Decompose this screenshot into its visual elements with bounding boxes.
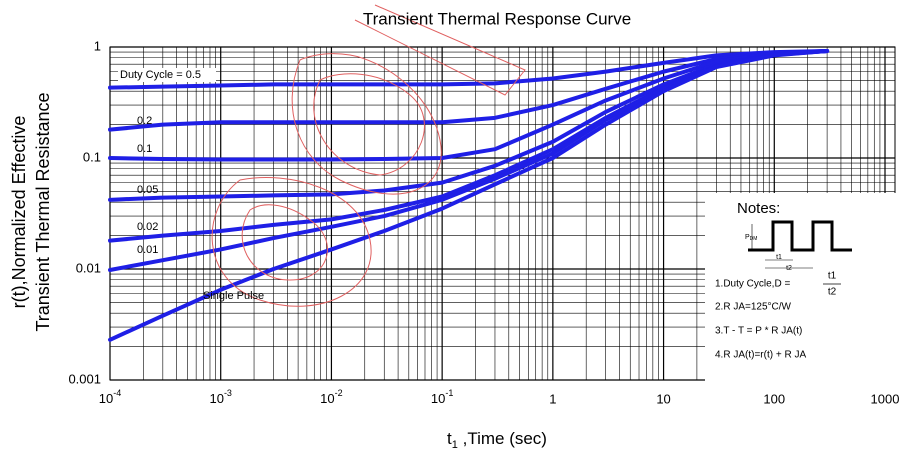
curve	[108, 49, 830, 132]
pulse-waveform	[748, 220, 852, 252]
notes-pdm-sub: DM	[750, 236, 758, 242]
x-tick-label: 10-1	[431, 388, 453, 406]
annotation-scribbles	[211, 4, 526, 307]
x-tick-label: 100	[763, 391, 785, 406]
y-axis-label: Transient Thermal Resistance	[33, 92, 53, 331]
y-tick-label: 0.01	[76, 260, 101, 275]
x-tick-label: 1	[549, 391, 556, 406]
x-tick-label: 10-3	[209, 388, 231, 406]
y-tick-label: 0.001	[68, 371, 101, 386]
notes-frac-den: t2	[828, 287, 837, 298]
x-tick-label: 1000	[871, 391, 900, 406]
notes-t2: t2	[786, 265, 792, 272]
series-label: 0.01	[137, 244, 158, 256]
series-label: Single Pulse	[203, 290, 264, 302]
x-tick-exponent: -3	[224, 388, 232, 398]
y-axis-label: r(t),Normalized Effective	[9, 116, 29, 309]
curve	[108, 49, 830, 90]
notes-pdm: PDM	[745, 234, 757, 242]
series-label: 0.05	[137, 184, 158, 196]
x-tick-base: 10	[99, 391, 113, 406]
grid	[109, 46, 896, 381]
x-tick-base: 10	[209, 391, 223, 406]
notes-background	[705, 193, 897, 383]
x-tick-exponent: -4	[113, 388, 121, 398]
series-label: 0.2	[137, 115, 152, 127]
x-label-rest: ,Time (sec)	[458, 429, 547, 448]
scribble	[241, 204, 328, 281]
x-axis-label: t1 ,Time (sec)	[447, 429, 547, 450]
x-tick-label: 10-4	[99, 388, 121, 406]
series-label: 0.1	[137, 143, 152, 155]
legend-background	[118, 68, 216, 82]
series-label: 0.02	[137, 221, 158, 233]
notes-box: Notes: PDM t1 t2 1.Duty Cycle,D = t1 t2 …	[705, 193, 897, 383]
x-tick-label: 10	[656, 391, 670, 406]
scribble	[354, 4, 526, 96]
notes-t1: t1	[776, 254, 782, 261]
curve	[108, 49, 830, 342]
notes-title: Notes:	[737, 200, 780, 217]
notes-line2: 2.R JA=125°C/W	[715, 302, 792, 313]
labels: Transient Thermal Response Curve r(t),No…	[9, 9, 900, 450]
series-label: Duty Cycle = 0.5	[120, 69, 201, 81]
notes-line4: 4.R JA(t)=r(t) + R JA	[715, 350, 806, 361]
x-label-sub: 1	[452, 439, 458, 451]
chart-title: Transient Thermal Response Curve	[363, 9, 631, 28]
notes-line1: 1.Duty Cycle,D =	[715, 279, 790, 290]
curves	[108, 49, 830, 342]
x-tick-label: 10-2	[320, 388, 342, 406]
x-tick-base: 10	[320, 391, 334, 406]
x-tick-exponent: -2	[335, 388, 343, 398]
y-tick-label: 0.1	[83, 149, 101, 164]
scribble	[211, 177, 372, 307]
y-tick-label: 1	[94, 38, 101, 53]
x-tick-base: 10	[431, 391, 445, 406]
notes-pdm-text: P	[745, 234, 750, 241]
x-label-main: t	[447, 429, 452, 448]
x-tick-exponent: -1	[445, 388, 453, 398]
curve	[108, 49, 830, 202]
scribble	[291, 53, 442, 195]
notes-line3: 3.T - T = P * R JA(t)	[715, 326, 802, 337]
notes-frac-num: t1	[828, 271, 837, 282]
scribble	[313, 73, 425, 176]
curve	[108, 49, 830, 162]
